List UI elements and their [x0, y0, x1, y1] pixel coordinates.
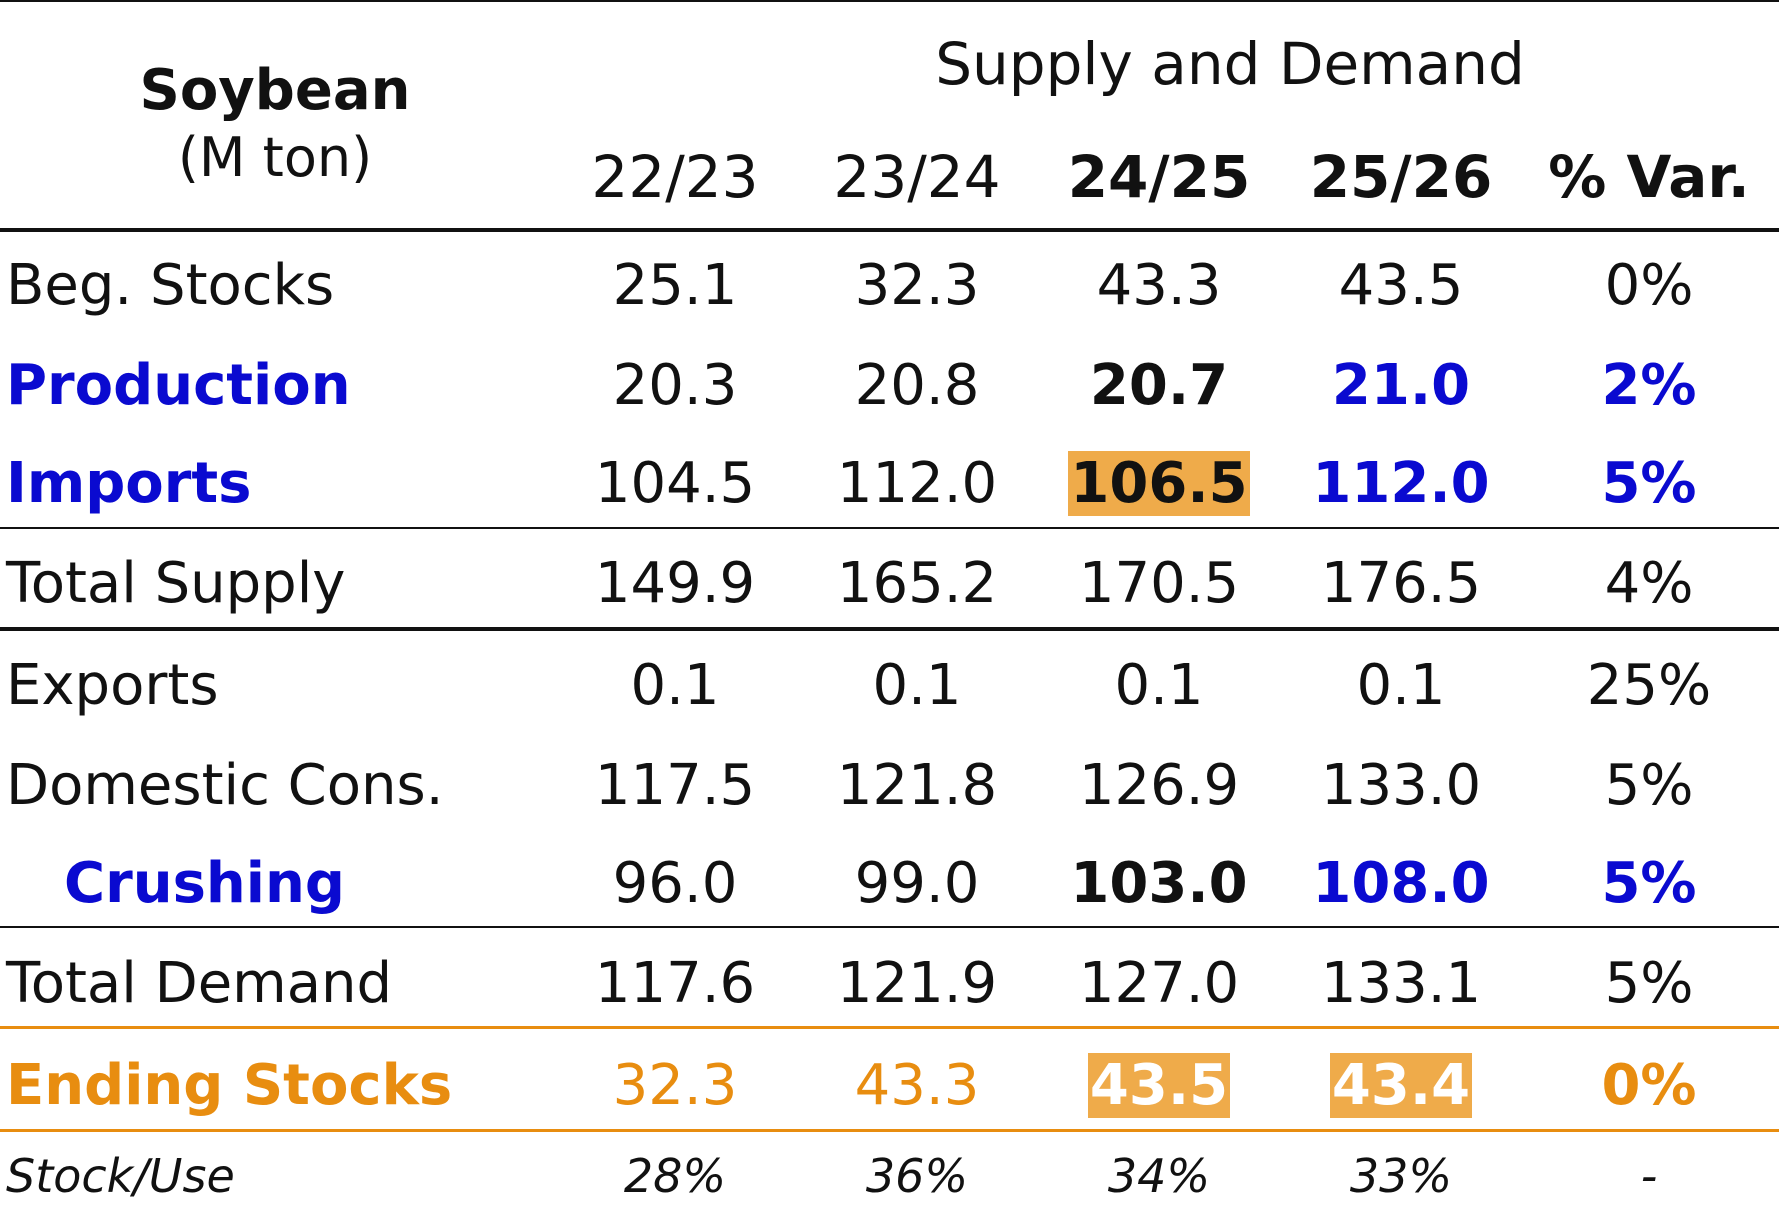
header-rule: [0, 228, 1779, 232]
table-cell: 2%: [1601, 352, 1697, 418]
table-cell: 0%: [1604, 252, 1694, 318]
table-cell: 5%: [1601, 450, 1697, 516]
col-header-pct-var: % Var.: [1548, 143, 1750, 211]
table-cell: 25%: [1586, 652, 1712, 718]
row-label: Domestic Cons.: [6, 752, 444, 818]
table-cell: 0.1: [1114, 652, 1204, 718]
highlighted-cell: 106.5: [1044, 448, 1274, 518]
table-cell: 121.8: [836, 752, 998, 818]
divider: [0, 926, 1779, 928]
table-cell: 165.2: [836, 550, 998, 616]
table-cell: 149.9: [594, 550, 756, 616]
table-cell: 0.1: [630, 652, 720, 718]
group-header: Supply and Demand: [935, 30, 1525, 98]
table-cell: 104.5: [594, 450, 756, 516]
table-cell: 0%: [1601, 1052, 1697, 1118]
table-cell: 43.5: [1338, 252, 1464, 318]
table-cell: 5%: [1604, 752, 1694, 818]
table-cell: 36%: [865, 1149, 969, 1203]
row-label: Imports: [6, 450, 252, 516]
table-cell: 133.1: [1320, 950, 1482, 1016]
table-cell: 96.0: [612, 850, 738, 916]
table-unit: (M ton): [177, 126, 373, 189]
col-header-25-26: 25/26: [1309, 143, 1493, 211]
table-cell: 20.7: [1089, 352, 1229, 418]
highlighted-cell: 43.5: [1044, 1050, 1274, 1120]
col-header-23-24: 23/24: [833, 143, 1001, 211]
row-label: Crushing: [64, 850, 345, 916]
table-cell: 103.0: [1070, 850, 1248, 916]
row-label: Ending Stocks: [6, 1052, 453, 1118]
divider: [0, 627, 1779, 631]
table-cell: 170.5: [1078, 550, 1240, 616]
table-cell: 43.5: [1087, 1052, 1231, 1118]
table-cell: 43.3: [1096, 252, 1222, 318]
table-cell: 5%: [1601, 850, 1697, 916]
row-label: Stock/Use: [6, 1149, 235, 1203]
table-cell: 20.8: [854, 352, 980, 418]
divider: [0, 1129, 1779, 1132]
table-cell: 127.0: [1078, 950, 1240, 1016]
table-cell: 34%: [1107, 1149, 1211, 1203]
row-label: Exports: [6, 652, 219, 718]
table-cell: 43.4: [1329, 1052, 1473, 1118]
highlighted-cell: 43.4: [1286, 1050, 1516, 1120]
divider: [0, 527, 1779, 529]
table-cell: 4%: [1604, 550, 1694, 616]
table-cell: 43.3: [854, 1052, 980, 1118]
col-header-22-23: 22/23: [591, 143, 759, 211]
table-cell: 33%: [1349, 1149, 1453, 1203]
table-cell: 112.0: [836, 450, 998, 516]
row-label: Total Supply: [6, 550, 346, 616]
table-cell: 133.0: [1320, 752, 1482, 818]
table-cell: 99.0: [854, 850, 980, 916]
table-cell: 121.9: [836, 950, 998, 1016]
table-cell: 126.9: [1078, 752, 1240, 818]
table-cell: 25.1: [612, 252, 738, 318]
table-cell: 32.3: [854, 252, 980, 318]
row-label: Production: [6, 352, 351, 418]
table-cell: 32.3: [612, 1052, 738, 1118]
table-cell: 176.5: [1320, 550, 1482, 616]
table-cell: 0.1: [872, 652, 962, 718]
table-cell: 106.5: [1068, 450, 1250, 516]
table-cell: -: [1640, 1149, 1658, 1203]
table-title: Soybean: [139, 58, 411, 123]
col-header-24-25: 24/25: [1067, 143, 1251, 211]
table-cell: 117.6: [594, 950, 756, 1016]
table-cell: 28%: [623, 1149, 727, 1203]
table-cell: 112.0: [1312, 450, 1490, 516]
table-cell: 21.0: [1331, 352, 1471, 418]
divider: [0, 1026, 1779, 1029]
row-label: Beg. Stocks: [6, 252, 335, 318]
table-cell: 117.5: [594, 752, 756, 818]
table-cell: 5%: [1604, 950, 1694, 1016]
table-cell: 0.1: [1356, 652, 1446, 718]
row-label: Total Demand: [6, 950, 393, 1016]
top-rule: [0, 0, 1779, 2]
table-cell: 108.0: [1312, 850, 1490, 916]
table-cell: 20.3: [612, 352, 738, 418]
